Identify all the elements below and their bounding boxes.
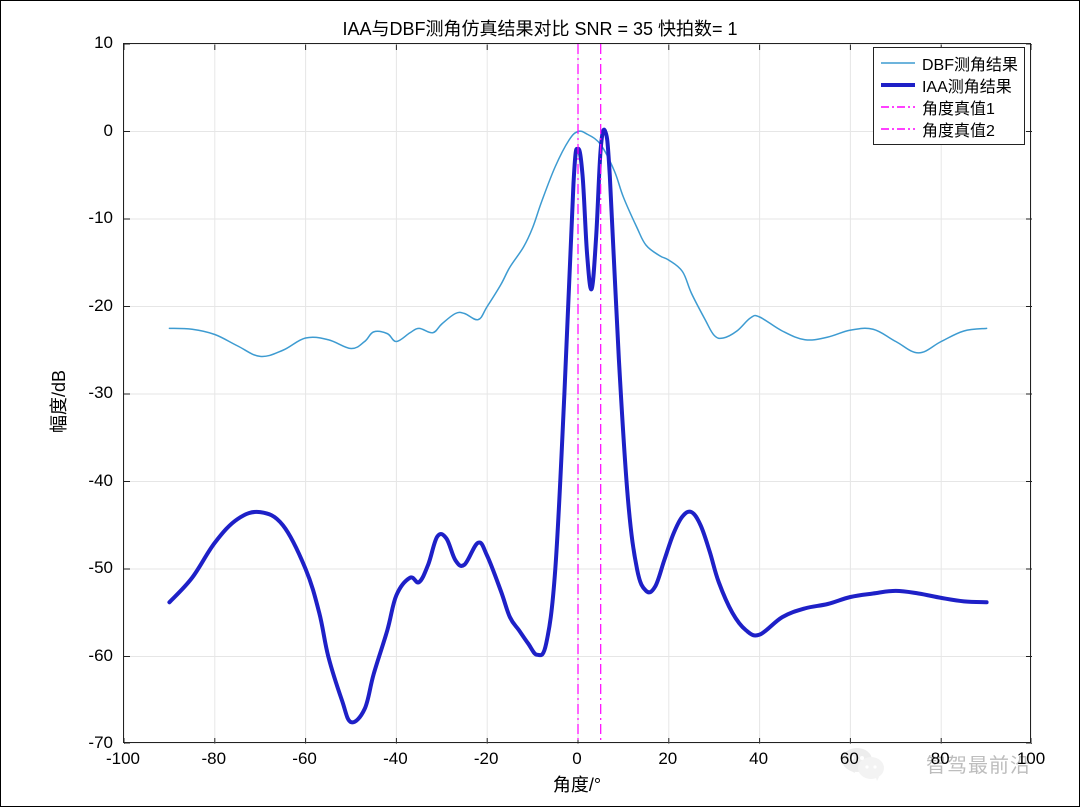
legend-label: 角度真值1	[922, 95, 995, 119]
y-axis-label: 幅度/dB	[45, 370, 71, 433]
legend-label: 角度真值2	[922, 117, 995, 141]
tick-label: 80	[931, 749, 950, 769]
tick-label: 0	[572, 749, 581, 769]
tick-label: -20	[474, 749, 499, 769]
legend: DBF测角结果IAA测角结果角度真值1角度真值2	[873, 47, 1025, 145]
legend-swatch	[880, 97, 916, 117]
tick-label: -80	[202, 749, 227, 769]
legend-swatch	[880, 119, 916, 139]
axes-area	[123, 43, 1031, 743]
tick-label: 40	[749, 749, 768, 769]
figure: IAA与DBF测角仿真结果对比 SNR = 35 快拍数= 1 幅度/dB 角度…	[0, 0, 1080, 807]
chart-title: IAA与DBF测角仿真结果对比 SNR = 35 快拍数= 1	[1, 15, 1079, 41]
legend-item: 角度真值2	[880, 118, 1018, 140]
tick-label: 60	[840, 749, 859, 769]
tick-label: 10	[94, 33, 113, 53]
tick-label: 100	[1017, 749, 1045, 769]
tick-label: -70	[88, 733, 113, 753]
x-axis-label: 角度/°	[123, 771, 1031, 797]
legend-swatch	[880, 53, 916, 73]
tick-label: 0	[104, 121, 113, 141]
tick-label: 20	[658, 749, 677, 769]
legend-label: DBF测角结果	[922, 51, 1018, 75]
legend-swatch	[880, 75, 916, 95]
tick-label: -20	[88, 296, 113, 316]
tick-label: -50	[88, 558, 113, 578]
tick-label: -60	[292, 749, 317, 769]
tick-label: -30	[88, 383, 113, 403]
tick-label: -40	[88, 471, 113, 491]
legend-item: DBF测角结果	[880, 52, 1018, 74]
legend-item: IAA测角结果	[880, 74, 1018, 96]
plot-svg	[124, 44, 1032, 744]
legend-label: IAA测角结果	[922, 73, 1012, 97]
tick-label: -40	[383, 749, 408, 769]
legend-item: 角度真值1	[880, 96, 1018, 118]
tick-label: -60	[88, 646, 113, 666]
tick-label: -10	[88, 208, 113, 228]
